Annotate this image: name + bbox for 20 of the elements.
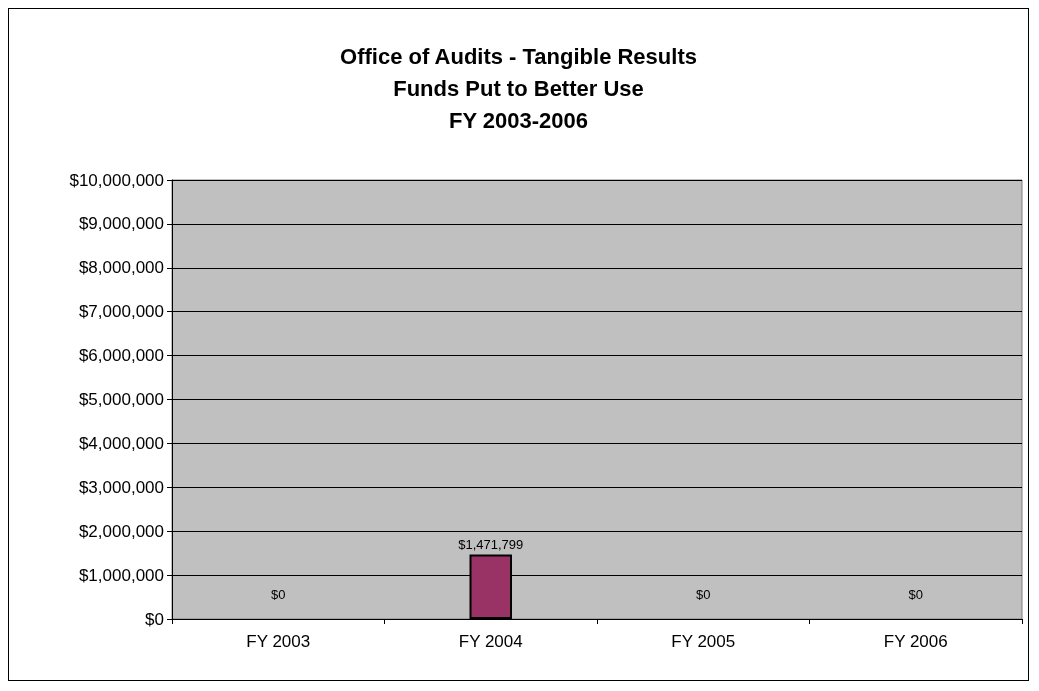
y-tick-label: $0	[145, 609, 164, 629]
x-tick-label: FY 2004	[458, 632, 523, 651]
y-tick-label: $3,000,000	[78, 477, 164, 497]
y-tick-label: $10,000,000	[69, 170, 164, 190]
y-tick-label: $6,000,000	[78, 346, 164, 366]
y-tick-label: $7,000,000	[78, 302, 164, 322]
data-label: $0	[908, 587, 923, 602]
y-tick-label: $8,000,000	[78, 258, 164, 278]
x-tick-label: FY 2005	[671, 632, 736, 651]
x-tick-label: FY 2003	[246, 632, 311, 651]
data-label: $0	[696, 587, 711, 602]
y-tick-label: $4,000,000	[78, 433, 164, 453]
data-label: $0	[271, 587, 286, 602]
data-label: $1,471,799	[458, 537, 524, 553]
x-tick-label: FY 2006	[883, 632, 948, 651]
y-tick-label: $1,000,000	[78, 565, 164, 585]
y-tick-label: $9,000,000	[78, 214, 164, 234]
y-tick-label: $5,000,000	[78, 390, 164, 409]
y-tick-label: $2,000,000	[78, 521, 164, 541]
chart-title: Office of Audits - Tangible Results Funds Put to Better Use FY 2003-2006	[340, 43, 697, 133]
